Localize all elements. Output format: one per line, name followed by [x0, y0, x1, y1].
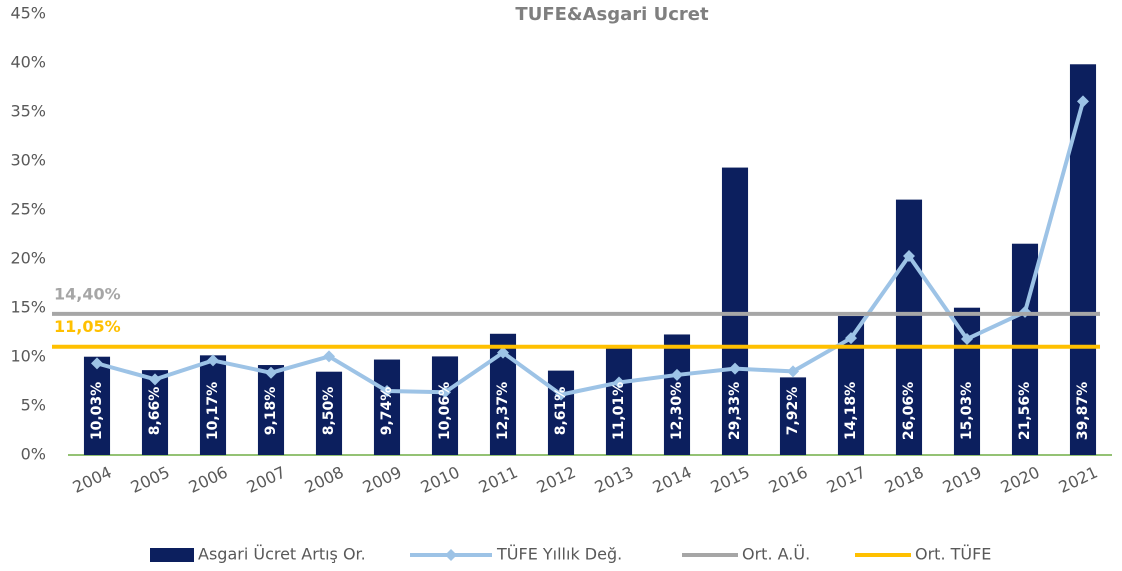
y-tick-label: 0% — [21, 445, 46, 464]
data-label: 21,56% — [1017, 382, 1033, 440]
x-tick-label: 2017 — [824, 462, 869, 496]
legend-label: Asgari Ücret Artış Or. — [198, 545, 366, 564]
data-label: 14,18% — [843, 382, 859, 440]
line-marker — [323, 350, 335, 363]
line-marker — [671, 368, 683, 381]
y-tick-label: 25% — [10, 200, 46, 219]
line-marker — [207, 354, 219, 367]
legend-swatch — [150, 548, 194, 562]
x-tick-label: 2018 — [882, 462, 927, 496]
data-label: 12,37% — [495, 382, 511, 440]
bar — [315, 371, 343, 455]
line-marker — [149, 373, 161, 386]
bar — [373, 359, 401, 455]
bar — [663, 334, 691, 455]
x-tick-label: 2015 — [708, 462, 753, 496]
line-marker — [497, 346, 509, 359]
bar — [547, 370, 575, 455]
line-marker — [787, 365, 799, 378]
data-label: 15,03% — [959, 382, 975, 440]
legend-marker — [445, 549, 457, 561]
bar — [199, 355, 227, 455]
x-tick-label: 2016 — [766, 462, 811, 496]
line-marker — [91, 357, 103, 370]
line-marker — [961, 332, 973, 345]
y-tick-label: 40% — [10, 53, 46, 72]
x-tick-label: 2008 — [302, 462, 347, 496]
y-tick-label: 30% — [10, 151, 46, 170]
x-tick-label: 2010 — [418, 462, 463, 496]
y-tick-label: 45% — [10, 4, 46, 23]
y-tick-label: 5% — [21, 396, 46, 415]
data-label: 39,87% — [1075, 382, 1091, 440]
x-tick-label: 2004 — [70, 462, 115, 496]
x-tick-label: 2006 — [186, 462, 231, 496]
y-tick-label: 10% — [10, 347, 46, 366]
line-marker — [555, 388, 567, 401]
x-tick-label: 2011 — [476, 462, 521, 496]
data-label: 11,01% — [611, 382, 627, 440]
data-label: 10,17% — [205, 382, 221, 440]
data-label: 9,18% — [263, 387, 279, 436]
x-tick-label: 2007 — [244, 462, 289, 496]
reference-label: 11,05% — [54, 317, 121, 336]
line-marker — [439, 386, 451, 399]
legend-label: TÜFE Yıllık Değ. — [496, 545, 622, 564]
bar — [257, 365, 285, 455]
legend-label: Ort. A.Ü. — [742, 545, 810, 564]
legend-label: Ort. TÜFE — [915, 545, 991, 564]
bar — [83, 356, 111, 455]
bar — [721, 167, 749, 456]
line-marker — [845, 332, 857, 345]
bar — [605, 347, 633, 455]
data-label: 26,06% — [901, 382, 917, 440]
y-tick-label: 20% — [10, 249, 46, 268]
line — [96, 100, 1085, 397]
data-label: 8,66% — [147, 387, 163, 436]
data-label: 9,74% — [379, 387, 395, 436]
x-tick-label: 2012 — [534, 462, 579, 496]
x-tick-label: 2009 — [360, 462, 405, 496]
line-marker — [729, 362, 741, 375]
x-tick-label: 2021 — [1056, 462, 1101, 496]
x-tick-label: 2019 — [940, 462, 985, 496]
x-tick-label: 2014 — [650, 462, 695, 496]
x-tick-label: 2013 — [592, 462, 637, 496]
bar — [953, 307, 981, 455]
data-label: 10,06% — [437, 382, 453, 440]
bar — [895, 199, 923, 455]
data-label: 8,61% — [553, 387, 569, 436]
line-marker — [1077, 95, 1089, 108]
chart-title: TUFE&Asgari Ucret — [515, 4, 709, 25]
reference-label: 14,40% — [54, 284, 121, 303]
y-tick-label: 15% — [10, 298, 46, 317]
line-marker — [265, 366, 277, 379]
bar — [431, 356, 459, 455]
data-label: 12,30% — [669, 382, 685, 440]
data-label: 29,33% — [727, 382, 743, 440]
data-label: 7,92% — [785, 387, 801, 436]
y-tick-label: 35% — [10, 102, 46, 121]
x-tick-label: 2005 — [128, 462, 173, 496]
bar — [779, 377, 807, 455]
data-label: 8,50% — [321, 387, 337, 436]
data-label: 10,03% — [89, 382, 105, 440]
line-marker — [381, 385, 393, 398]
line-marker — [613, 376, 625, 389]
line-marker — [903, 250, 915, 263]
x-tick-label: 2020 — [998, 462, 1043, 496]
